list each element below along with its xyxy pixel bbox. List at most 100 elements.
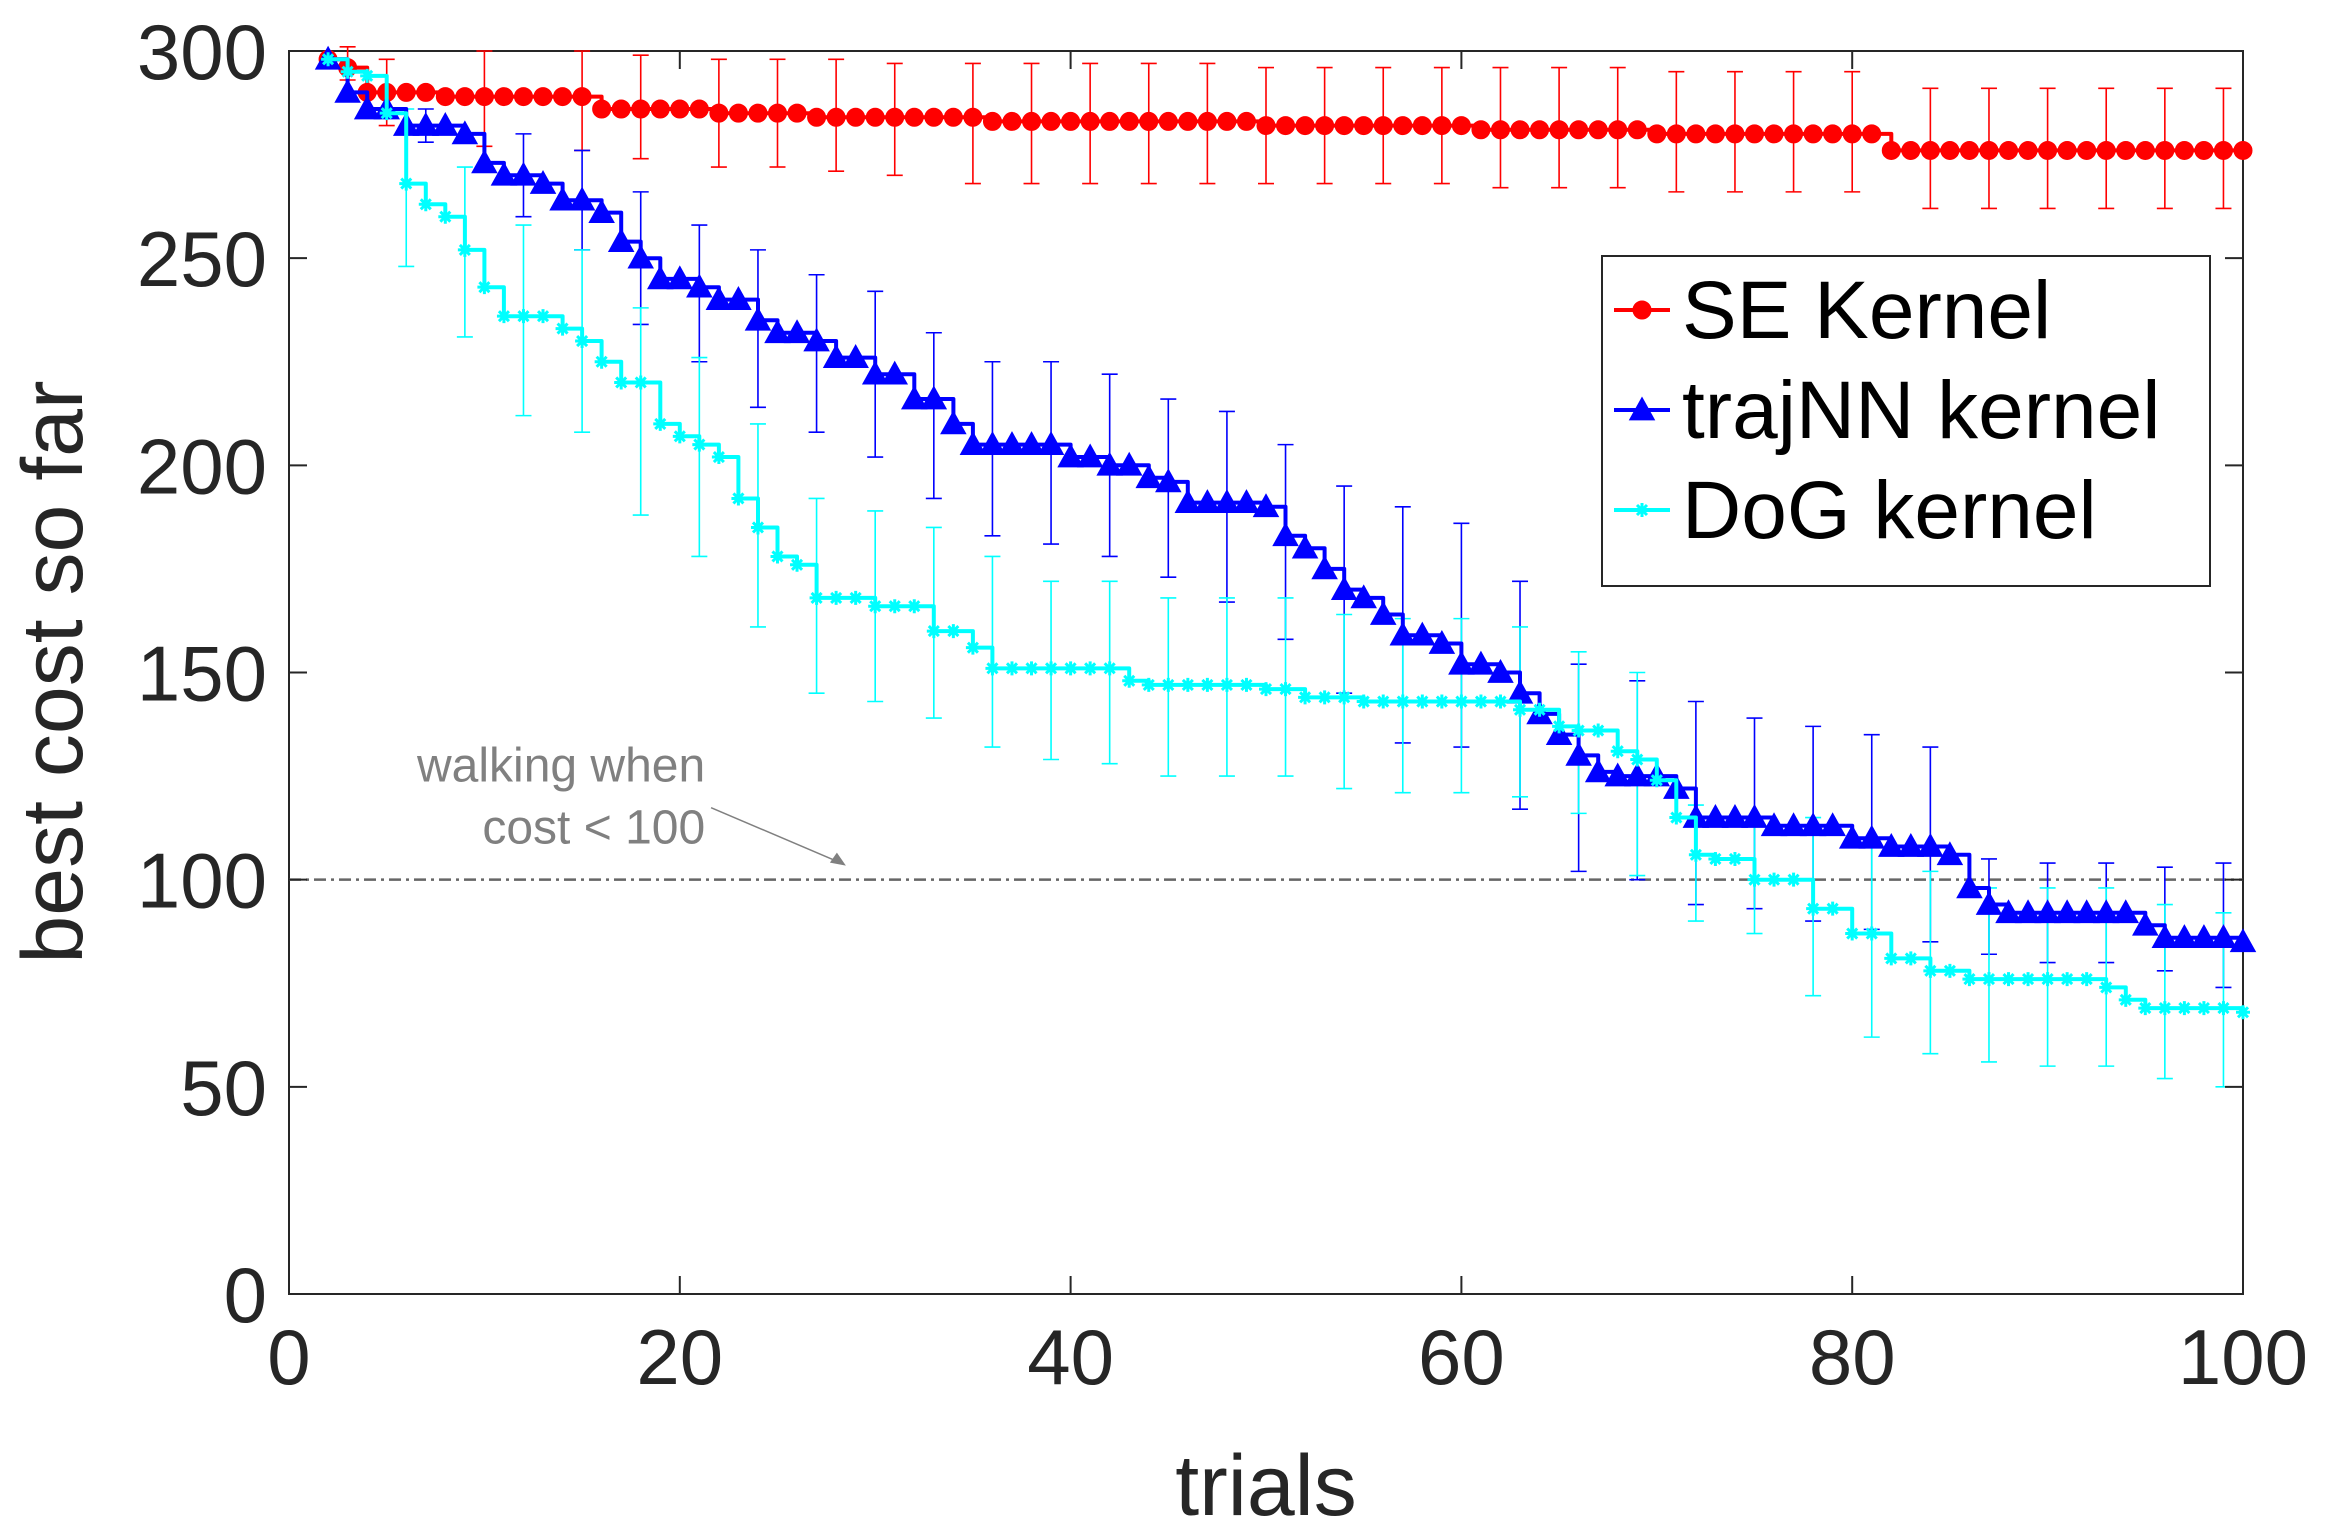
data-point (1901, 140, 1921, 160)
data-point (1393, 116, 1413, 136)
data-point (946, 624, 961, 639)
data-point (1315, 116, 1335, 136)
data-point (2190, 924, 2218, 949)
data-point (1259, 682, 1273, 697)
data-point (1632, 300, 1652, 320)
data-point (455, 87, 475, 107)
data-point (1747, 872, 1762, 887)
data-point (1272, 522, 1299, 547)
data-point (861, 360, 889, 385)
data-point (1936, 841, 1964, 866)
data-point (2213, 140, 2233, 160)
data-point (1454, 694, 1469, 709)
data-point (1608, 120, 1628, 140)
data-point (1100, 111, 1120, 131)
data-point (1784, 124, 1804, 144)
data-point (1298, 690, 1313, 705)
data-point (353, 95, 381, 120)
data-point (2210, 924, 2237, 949)
data-point (709, 103, 729, 123)
data-point (575, 334, 590, 349)
data-point (1119, 111, 1139, 131)
threshold-layer: walking when cost < 100 (289, 740, 2243, 881)
data-point (711, 450, 726, 465)
data-point (1141, 677, 1156, 692)
data-point (1545, 721, 1573, 745)
data-point (1219, 677, 1234, 692)
data-point (787, 103, 807, 123)
data-point (1702, 803, 1729, 828)
data-point (1350, 584, 1377, 609)
data-point (399, 176, 414, 191)
data-point (768, 103, 787, 123)
data-point (1083, 661, 1098, 676)
data-point (1669, 810, 1684, 825)
data-point (2118, 992, 2133, 1007)
data-point (809, 590, 824, 605)
data-point (1448, 650, 1475, 675)
series-1 (318, 49, 2253, 160)
data-point (1745, 124, 1764, 144)
x-tick-label: 60 (1418, 1313, 1505, 1401)
data-point (901, 385, 928, 410)
data-point (1923, 963, 1938, 978)
data-point (1356, 694, 1371, 709)
data-point (2014, 899, 2042, 924)
data-point (1022, 111, 1042, 131)
data-point (2138, 1001, 2153, 1016)
data-point (666, 265, 694, 290)
data-point (1881, 140, 1901, 160)
data-point (1862, 124, 1882, 144)
data-point (1018, 431, 1045, 455)
data-point (963, 107, 983, 127)
data-point (1428, 629, 1456, 654)
data-point (1727, 851, 1742, 866)
y-axis-label: best cost so far (5, 380, 101, 963)
data-point (1565, 741, 1592, 766)
data-point (1513, 702, 1528, 717)
data-point (1635, 503, 1649, 517)
data-point (1473, 694, 1488, 709)
data-point (920, 385, 948, 410)
data-point (1649, 773, 1664, 788)
data-point (1178, 111, 1198, 131)
data-point (807, 107, 827, 127)
data-point (2236, 1005, 2250, 1020)
data-point (536, 309, 551, 324)
data-point (842, 344, 869, 368)
data-point (1471, 120, 1491, 140)
data-point (533, 87, 553, 107)
data-point (1721, 803, 1749, 828)
data-point (1623, 762, 1651, 787)
data-point (1194, 489, 1221, 513)
data-point (594, 354, 609, 369)
data-point (1376, 694, 1391, 709)
y-tick-label: 0 (224, 1251, 267, 1339)
data-point (474, 87, 494, 107)
x-tick-label: 100 (2178, 1313, 2308, 1401)
data-point (1161, 677, 1176, 692)
data-point (477, 280, 492, 295)
data-point (1780, 812, 1807, 837)
data-point (1823, 124, 1843, 144)
data-point (2174, 140, 2194, 160)
data-point (1725, 124, 1745, 144)
data-point (1532, 702, 1547, 717)
data-point (1334, 116, 1354, 136)
data-point (1878, 832, 1905, 857)
data-point (731, 491, 746, 506)
data-point (1825, 901, 1840, 916)
x-tick-label: 80 (1809, 1313, 1896, 1401)
data-point (1044, 661, 1059, 676)
y-tick-label: 200 (137, 422, 267, 510)
data-point (1451, 116, 1471, 136)
data-point (1799, 812, 1827, 837)
data-point (865, 107, 885, 127)
data-point (670, 99, 690, 119)
data-point (689, 99, 709, 119)
data-point (1236, 111, 1256, 131)
data-point (1571, 723, 1586, 738)
data-point (1276, 116, 1296, 136)
